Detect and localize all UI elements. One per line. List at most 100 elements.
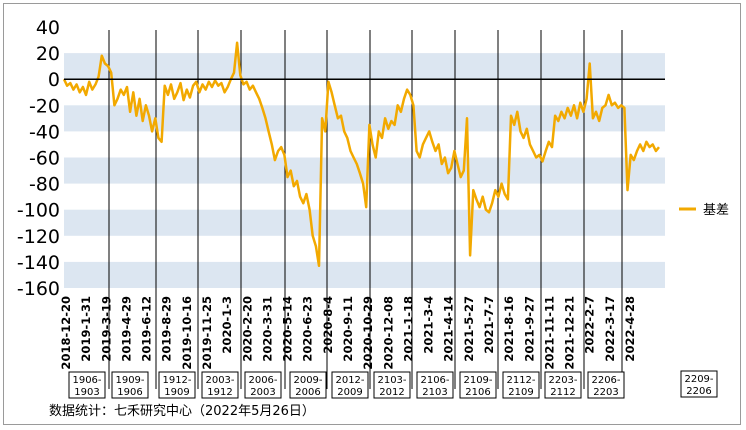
x-tick-label: 2019-3-19 — [99, 296, 113, 362]
contract-box-border — [416, 371, 454, 399]
contract-label-text: 2006 — [295, 387, 320, 398]
contract-label-text: 2012- — [335, 375, 364, 386]
contract-label-text: 2009 — [337, 387, 362, 398]
contract-label-box: 2109-2106 — [459, 371, 497, 399]
contract-label-text: 2106- — [420, 375, 449, 386]
x-tick-label: 2020-8-4 — [321, 296, 335, 354]
x-tick-label: 2019-6-12 — [140, 296, 154, 362]
source-note: 数据统计：七禾研究中心（2022年5月26日） — [49, 404, 315, 419]
y-tick-label: -80 — [29, 174, 60, 196]
legend: 基差 — [679, 203, 729, 218]
contract-labels: 1906-19031909-19061912-19092003-19122006… — [68, 370, 718, 399]
grid-band — [64, 53, 665, 80]
contract-label-text: 2003- — [205, 375, 234, 386]
y-tick-label: 20 — [36, 43, 60, 65]
grid-band — [64, 261, 665, 288]
contract-box-border — [544, 371, 582, 399]
y-tick-label: -160 — [17, 278, 60, 300]
contract-label-text: 2003 — [250, 387, 275, 398]
contract-label-text: 1912 — [207, 387, 232, 398]
x-tick-label: 2022-4-28 — [623, 296, 637, 362]
x-tick-label: 2021-1-18 — [401, 296, 415, 362]
contract-label-text: 1909- — [115, 375, 144, 386]
contract-label-box: 1906-1903 — [68, 371, 106, 399]
x-tick-label: 2021-5-27 — [462, 296, 476, 362]
contract-label-box: 2009-2006 — [289, 371, 327, 399]
x-tick-label: 2020-3-31 — [260, 296, 274, 362]
y-tick-label: -100 — [17, 200, 60, 222]
contract-label-box: 2203-2112 — [544, 371, 582, 399]
contract-label-text: 2006- — [248, 375, 277, 386]
legend-label: 基差 — [703, 203, 729, 218]
contract-label-box: 1912-1909 — [158, 371, 196, 399]
x-tick-label: 2020-12-08 — [381, 296, 395, 370]
x-tick-label: 2020-10-29 — [361, 296, 375, 370]
contract-label-text: 2103- — [377, 375, 406, 386]
contract-label-box: 2006-2003 — [244, 371, 282, 399]
x-tick-label: 2019-8-29 — [160, 296, 174, 362]
contract-box-border — [68, 371, 106, 399]
contract-label-text: 2109 — [508, 387, 533, 398]
contract-label-text: 2103 — [422, 387, 447, 398]
contract-box-border — [680, 370, 718, 398]
x-tick-label: 2019-4-29 — [119, 296, 133, 362]
y-tick-label: -40 — [29, 121, 60, 143]
y-tick-label: 0 — [48, 69, 60, 91]
contract-box-border — [201, 371, 239, 399]
contract-box-border — [111, 371, 149, 399]
y-tick-label: -60 — [29, 148, 60, 170]
x-tick-label: 2019-10-16 — [180, 296, 194, 370]
contract-label-text: 2203- — [548, 375, 577, 386]
contract-label-box: 2209-2206 — [680, 370, 718, 398]
contract-box-border — [459, 371, 497, 399]
contract-label-text: 2112- — [506, 375, 535, 386]
contract-box-border — [373, 371, 411, 399]
y-axis: 40 20 0 -20 -40 -60 -80 -100 -120 -140 -160 — [17, 17, 60, 300]
contract-label-box: 2106-2103 — [416, 371, 454, 399]
contract-label-text: 2106 — [465, 387, 490, 398]
contract-label-text: 2112 — [550, 387, 575, 398]
contract-label-box: 2112-2109 — [502, 371, 540, 399]
contract-box-border — [158, 371, 196, 399]
x-tick-label: 2021-3-4 — [422, 296, 436, 354]
contract-label-text: 1906- — [72, 375, 101, 386]
contract-label-box: 2103-2012 — [373, 371, 411, 399]
x-tick-label: 2020-9-11 — [341, 296, 355, 362]
x-tick-label: 2020-6-23 — [301, 296, 315, 362]
contract-box-border — [502, 371, 540, 399]
contract-box-border — [331, 371, 369, 399]
x-axis: 2018-12-20 2019-1-31 2019-3-19 2019-4-29 201… — [59, 296, 637, 370]
x-tick-label: 2021-8-16 — [502, 296, 516, 362]
x-tick-label: 2019-1-31 — [79, 296, 93, 362]
x-tick-label: 2020-2-20 — [240, 296, 254, 362]
contract-box-border — [244, 371, 282, 399]
y-tick-label: 40 — [36, 17, 60, 39]
x-tick-label: 2019-11-25 — [200, 296, 214, 370]
chart-frame: 40 20 0 -20 -40 -60 -80 -100 -120 -140 -160 2018-1… — [3, 3, 741, 425]
contract-label-box: 1909-1906 — [111, 371, 149, 399]
contract-label-box: 2012-2009 — [331, 371, 369, 399]
contract-label-text: 1912- — [162, 375, 191, 386]
series-line-basis — [62, 41, 660, 268]
y-tick-label: -140 — [17, 252, 60, 274]
contract-label-text: 2009- — [293, 375, 322, 386]
contract-label-text: 2206- — [591, 375, 620, 386]
x-tick-label: 2021-11-11 — [542, 296, 556, 370]
x-tick-label: 2021-4-14 — [442, 296, 456, 362]
x-tick-label: 2022-2-7 — [583, 296, 597, 354]
grid-band — [64, 209, 665, 236]
x-tick-label: 2020-5-14 — [281, 296, 295, 362]
contract-label-text: 2206 — [686, 386, 711, 397]
contract-label-text: 1909 — [164, 387, 189, 398]
contract-label-text: 1903 — [74, 387, 99, 398]
contract-label-text: 2109- — [463, 375, 492, 386]
grid-band — [64, 157, 665, 184]
y-tick-label: -120 — [17, 226, 60, 248]
contract-box-border — [289, 371, 327, 399]
x-tick-label: 2021-12-21 — [563, 296, 577, 370]
x-tick-label: 2022-3-17 — [603, 296, 617, 362]
x-tick-label: 2020-1-3 — [220, 296, 234, 354]
x-tick-label: 2021-7-7 — [482, 296, 496, 354]
contract-label-text: 2209- — [684, 374, 713, 385]
basis-line-chart: 40 20 0 -20 -40 -60 -80 -100 -120 -140 -160 2018-1… — [17, 17, 729, 419]
